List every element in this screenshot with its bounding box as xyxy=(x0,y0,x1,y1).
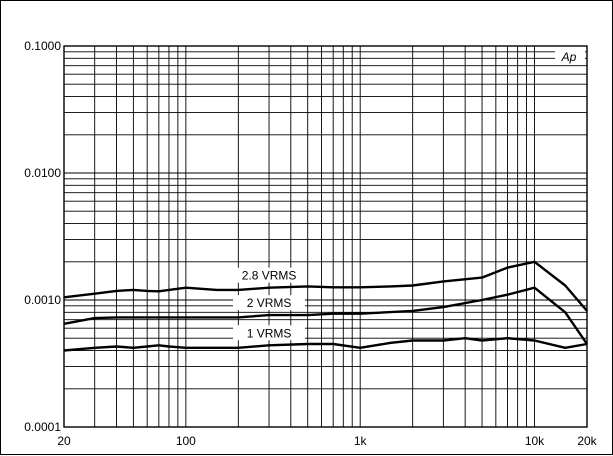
series-label-bg xyxy=(233,295,306,311)
x-tick-label: 1k xyxy=(354,434,368,448)
y-tick-label: 0.0100 xyxy=(24,166,61,180)
plot-area xyxy=(64,46,587,427)
x-tick-label: 10k xyxy=(525,434,545,448)
series-label: 2 VRMS xyxy=(247,296,292,310)
brand-mark-bg xyxy=(555,49,585,65)
series-line xyxy=(63,286,588,345)
series-label-bg xyxy=(233,267,306,283)
y-tick-label: 0.1000 xyxy=(24,39,61,53)
x-tick-label: 20 xyxy=(57,434,71,448)
x-tick-label: 100 xyxy=(176,434,196,448)
brand-mark: Ap xyxy=(561,50,577,64)
series-line xyxy=(63,260,588,312)
y-tick-label: 0.0001 xyxy=(24,420,61,434)
series-label: 1 VRMS xyxy=(247,326,292,340)
series-line xyxy=(63,337,588,352)
y-tick-label: 0.0010 xyxy=(24,293,61,307)
series-label-bg xyxy=(233,325,306,341)
series-label: 2.8 VRMS xyxy=(242,269,297,283)
x-tick-label: 20k xyxy=(577,434,597,448)
plot-border xyxy=(63,45,588,428)
